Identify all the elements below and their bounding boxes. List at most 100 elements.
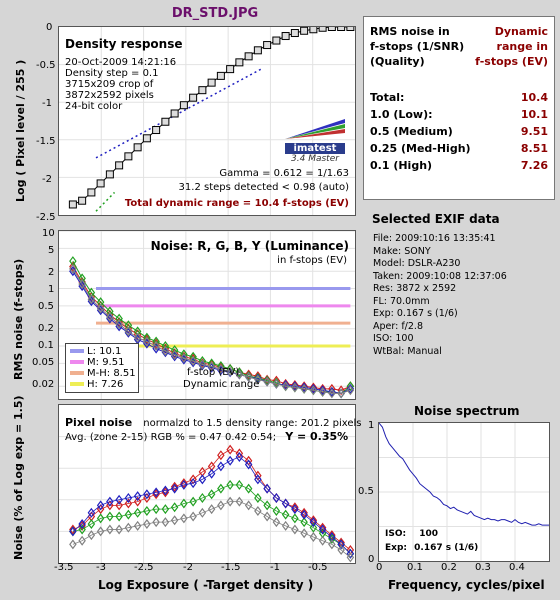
- dr-row-label: 1.0 (Low):: [370, 108, 433, 121]
- steps-text: 31.2 steps detected < 0.98 (auto): [178, 182, 349, 193]
- noise-point: [124, 327, 133, 338]
- dr-row: 0.1 (High) 7.26: [370, 157, 548, 174]
- noise-point: [291, 380, 299, 391]
- total-dr-text: Total dynamic range = 10.4 f-stops (EV): [124, 198, 349, 209]
- noise-point: [78, 278, 86, 289]
- pixel-noise-point: [189, 511, 197, 522]
- pixel-noise-point: [281, 498, 290, 509]
- noise-point: [198, 359, 207, 370]
- exp-label: Exp:: [385, 543, 407, 553]
- legend-label: H:: [87, 379, 98, 390]
- pixel-noise-panel: Noise (% of Log exp = 1.5) Pixel noise n…: [8, 395, 362, 598]
- pixel-noise-point: [133, 520, 142, 531]
- pixel-xtick: -2.5: [134, 562, 154, 573]
- dr-fit-line: [95, 191, 116, 212]
- noise-point: [189, 357, 197, 368]
- noise-point: [161, 341, 170, 352]
- pixel-noise-point: [143, 518, 151, 529]
- noise-point: [309, 385, 318, 396]
- pixel-noise-point: [263, 500, 271, 511]
- spectrum-ytick: 1: [368, 420, 375, 431]
- noise-point: [87, 294, 96, 305]
- noise-point: [189, 355, 197, 366]
- pixel-noise-point: [281, 509, 290, 520]
- pixel-noise-point: [115, 500, 123, 511]
- pixel-noise-point: [115, 524, 123, 535]
- pixel-noise-point: [318, 522, 327, 533]
- pixel-noise-point: [69, 524, 77, 535]
- density-point: [124, 152, 133, 161]
- pixel-noise-point: [226, 444, 234, 455]
- noise-point: [124, 326, 133, 337]
- pixel-noise-point: [300, 509, 308, 520]
- pixel-noise-point: [180, 479, 188, 490]
- pixel-noise-point: [207, 489, 216, 500]
- pixel-noise-point: [235, 496, 244, 507]
- pixel-noise-point: [226, 455, 234, 466]
- pixel-noise-ylabel: Noise (% of Log exp = 1.5): [12, 395, 25, 560]
- noise-point: [328, 386, 336, 397]
- spectrum-xtick: 0.3: [475, 562, 491, 573]
- exif-line: FL: 70.0mm: [373, 295, 430, 307]
- noise-point: [226, 363, 234, 374]
- density-point: [87, 188, 96, 197]
- spectrum-xtick: 0.4: [509, 562, 525, 573]
- legend-item-mh: M-H: 8.51: [70, 368, 136, 379]
- pixel-noise-point: [300, 528, 308, 539]
- density-point: [133, 143, 142, 152]
- pixel-noise-point: [300, 507, 308, 518]
- pixel-noise-point: [96, 504, 105, 515]
- dr-table-rows: Total: 10.4 1.0 (Low): 10.1 0.5 (Medium) 9.…: [370, 89, 548, 174]
- density-panel: Log ( Pixel level / 255 ) Density respon…: [8, 22, 358, 226]
- noise-point: [161, 347, 170, 358]
- dr-table-header-right: Dynamic range in f-stops (EV): [475, 24, 548, 69]
- noise-point: [272, 378, 281, 389]
- density-point: [96, 179, 105, 188]
- noise-ytick: 5: [48, 245, 55, 256]
- noise-plot: Noise: R, G, B, Y (Luminance) in f-stops…: [58, 230, 356, 400]
- legend-value: 8.51: [113, 368, 136, 379]
- pixel-noise-series-line: [72, 456, 351, 554]
- noise-point: [152, 341, 160, 352]
- dr-header-line: f-stops (1/SNR): [370, 40, 465, 53]
- pixel-noise-point: [143, 489, 151, 500]
- noise-point: [346, 385, 355, 396]
- density-info-line: Density step = 0.1: [65, 68, 159, 79]
- noise-legend: L: 10.1 M: 9.51 M-H: 8.51 H: 7.26: [65, 343, 139, 393]
- pixel-noise-point: [143, 492, 151, 503]
- pixel-noise-point: [170, 483, 179, 494]
- legend-swatch: [70, 371, 84, 375]
- imatest-logo-graphic: [285, 119, 345, 139]
- noise-point: [170, 345, 179, 356]
- noise-ytick: 2: [48, 267, 55, 278]
- noise-point: [254, 374, 262, 385]
- spectrum-xtick: 0.1: [407, 562, 423, 573]
- noise-point: [318, 386, 327, 397]
- noise-point: [106, 313, 114, 324]
- pixel-noise-point: [106, 496, 114, 507]
- noise-point: [337, 385, 345, 396]
- gamma-fit-line: [95, 67, 263, 159]
- pixel-noise-point: [96, 513, 105, 524]
- pixel-noise-point: [254, 492, 262, 503]
- pixel-noise-point: [217, 461, 225, 472]
- density-point: [68, 200, 77, 209]
- pixel-noise-point: [207, 504, 216, 515]
- density-point: [281, 32, 290, 41]
- pixel-noise-point: [300, 517, 308, 528]
- pixel-noise-series-line: [72, 484, 351, 554]
- spectrum-xtick: 0.2: [441, 562, 457, 573]
- noise-svg: [59, 231, 355, 399]
- density-info-line: 20-Oct-2009 14:21:16: [65, 57, 177, 68]
- density-ytick: -1: [42, 98, 52, 109]
- pixel-noise-point: [309, 531, 318, 542]
- exif-line: Taken: 2009:10:08 12:37:06: [373, 270, 507, 282]
- spectrum-xtick: 0: [376, 562, 383, 573]
- pixel-noise-header: Pixel noise normalzd to 1.5 density rang…: [65, 411, 362, 430]
- exif-line: Res: 3872 x 2592: [373, 283, 457, 294]
- density-ytick: 0: [46, 22, 53, 33]
- noise-point: [226, 366, 234, 377]
- pixel-noise-point: [235, 452, 244, 463]
- density-point: [337, 27, 346, 31]
- pixel-noise-point: [217, 450, 225, 461]
